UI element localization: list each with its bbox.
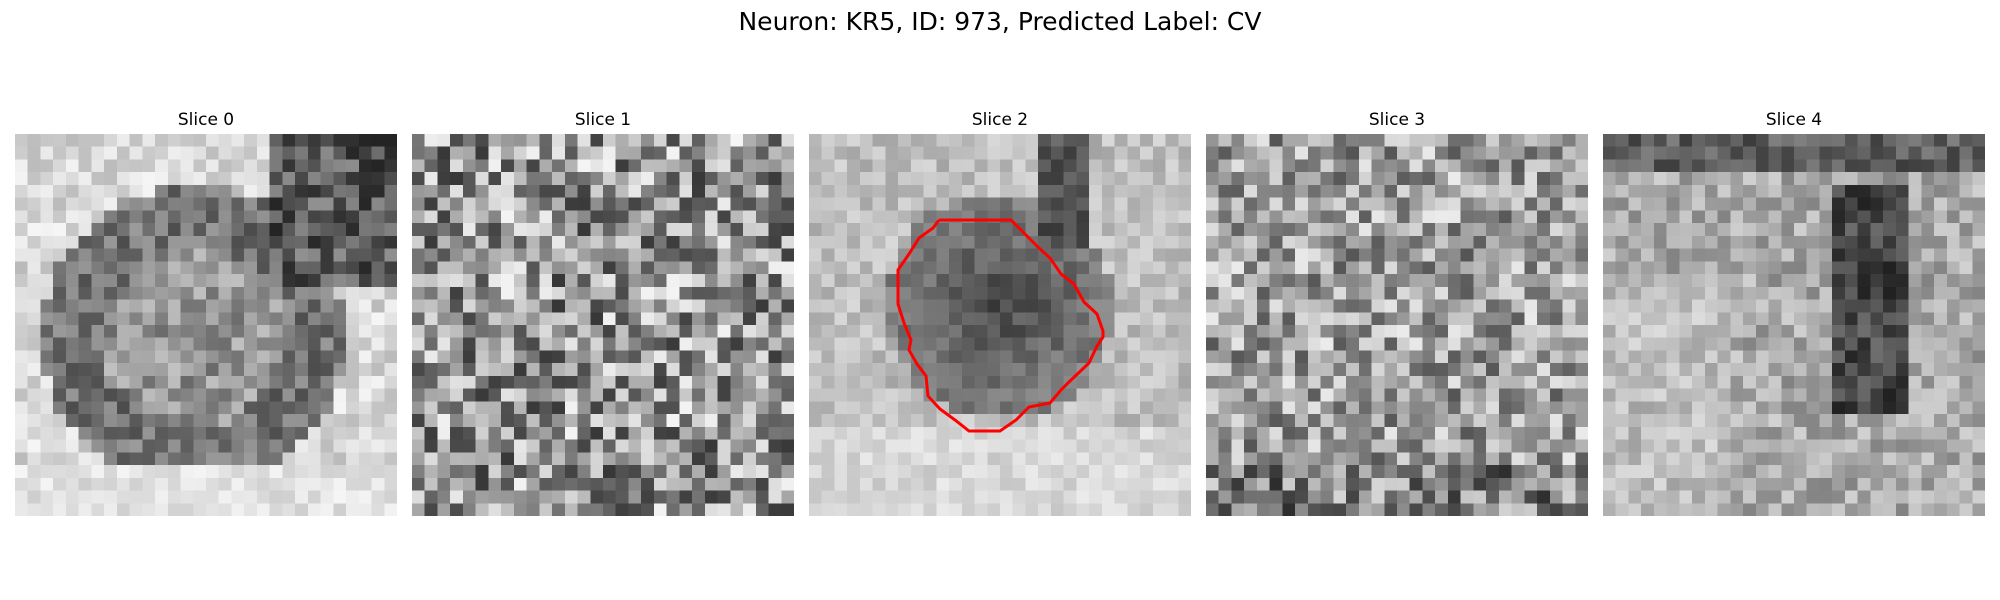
figure-title: Neuron: KR5, ID: 973, Predicted Label: C… bbox=[738, 7, 1262, 36]
slice-image bbox=[809, 134, 1191, 516]
slice-image bbox=[412, 134, 794, 516]
slice-title: Slice 4 bbox=[1765, 110, 1823, 130]
slice-title: Slice 2 bbox=[971, 110, 1029, 130]
slice-image bbox=[1206, 134, 1588, 516]
slice-image bbox=[1603, 134, 1985, 516]
slice-title: Slice 0 bbox=[177, 110, 235, 130]
slice-title: Slice 3 bbox=[1368, 110, 1426, 130]
slice-title: Slice 1 bbox=[574, 110, 632, 130]
slice-image bbox=[15, 134, 397, 516]
